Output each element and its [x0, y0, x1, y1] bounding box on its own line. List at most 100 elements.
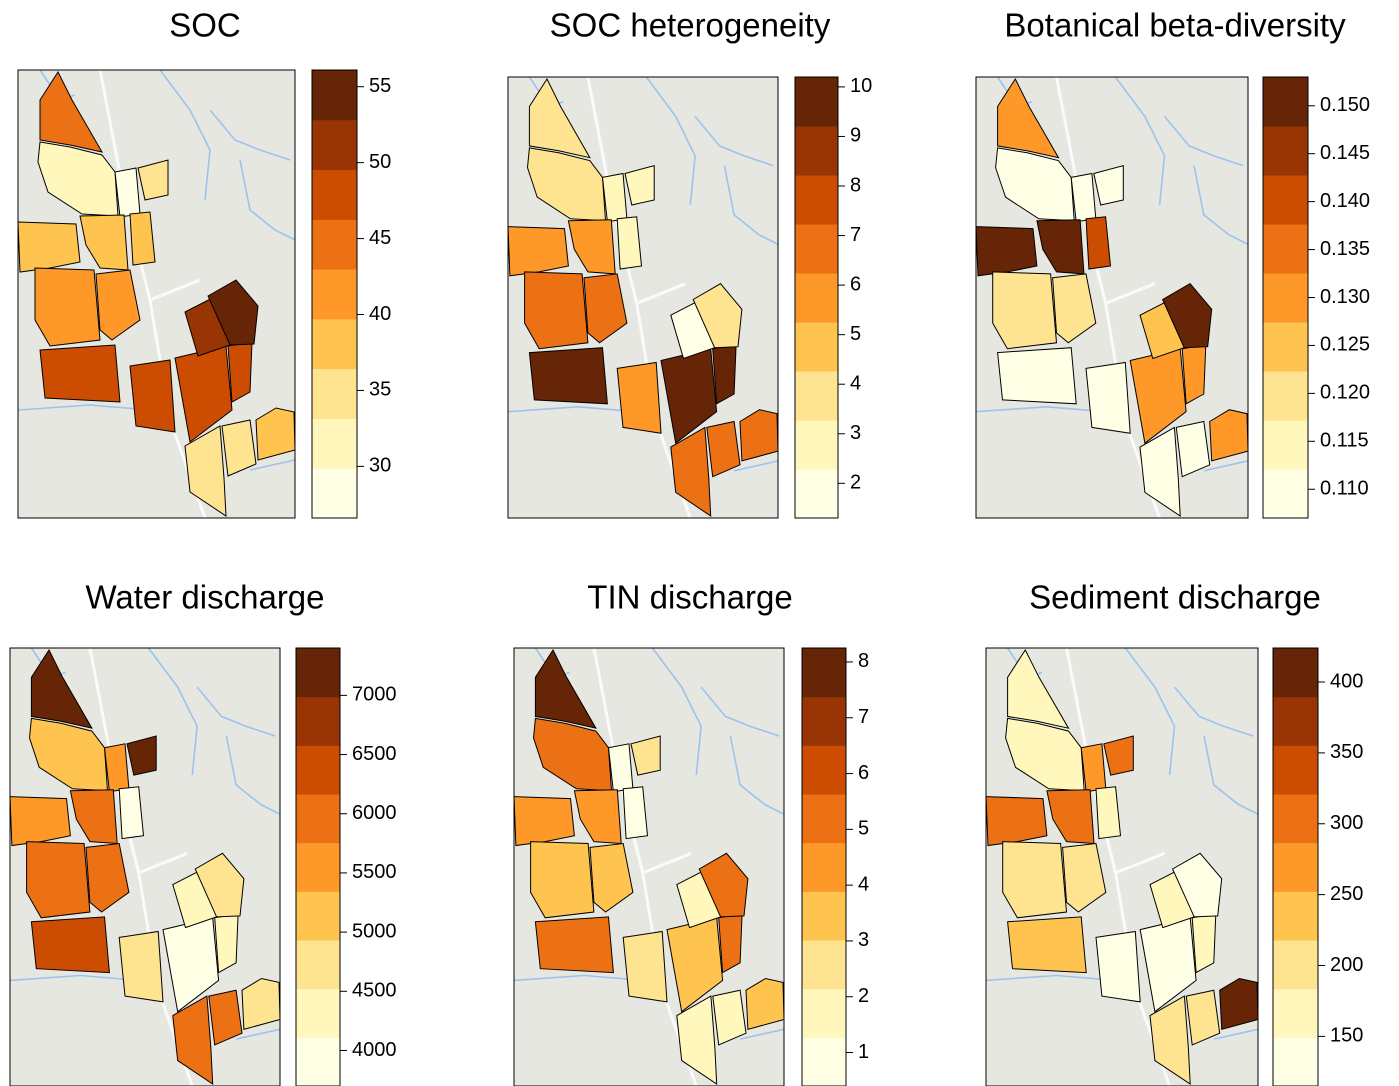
tick-label: 2	[850, 472, 861, 494]
tick-label: 6000	[352, 802, 397, 824]
colorbar-bin	[1263, 77, 1308, 127]
tick-label: 3	[858, 929, 869, 951]
field	[617, 363, 661, 434]
tick-label: 5500	[352, 861, 397, 883]
colorbar-bin	[1263, 371, 1308, 421]
field	[1071, 174, 1096, 222]
field	[998, 348, 1077, 404]
tick-label: 30	[369, 455, 391, 477]
colorbar-bin	[296, 989, 340, 1038]
field	[603, 174, 627, 222]
tick-label: 150	[1330, 1025, 1363, 1047]
figure: SOC303540455055SOC heterogeneity23456789…	[0, 0, 1399, 1086]
field	[31, 917, 109, 973]
field	[130, 360, 175, 432]
tick-label: 50	[369, 151, 391, 173]
colorbar-bin	[802, 1037, 846, 1086]
tick-label: 5000	[352, 920, 397, 942]
field	[719, 914, 742, 973]
colorbar-bin	[1273, 794, 1318, 843]
tick-label: 7000	[352, 684, 397, 706]
field	[1096, 932, 1140, 1002]
colorbar-bin	[802, 697, 846, 746]
field	[535, 917, 613, 973]
colorbar-bin	[795, 371, 838, 421]
colorbar-bin	[312, 468, 357, 518]
tick-label: 0.120	[1320, 382, 1370, 404]
field	[617, 217, 641, 269]
field	[130, 212, 155, 265]
tick-label: 6500	[352, 743, 397, 765]
tick-label: 4000	[352, 1039, 397, 1061]
tick-label: 45	[369, 227, 391, 249]
tick-label: 6	[858, 762, 869, 784]
field	[1086, 217, 1111, 269]
panel-title: SOC	[169, 7, 241, 44]
tick-label: 0.130	[1320, 286, 1370, 308]
colorbar-bin	[802, 940, 846, 989]
tick-label: 300	[1330, 812, 1363, 834]
field	[215, 914, 238, 973]
tick-label: 0.145	[1320, 142, 1370, 164]
tick-label: 55	[369, 75, 391, 97]
field	[993, 272, 1057, 349]
field	[40, 345, 120, 402]
field	[1086, 363, 1130, 434]
panel-title: SOC heterogeneity	[550, 7, 831, 44]
field	[1096, 787, 1121, 839]
tick-label: 0.135	[1320, 238, 1370, 260]
tick-label: 0.110	[1320, 478, 1369, 500]
field	[119, 787, 143, 839]
tick-label: 35	[369, 379, 391, 401]
tick-label: 1	[858, 1041, 869, 1063]
colorbar-bin	[802, 843, 846, 892]
colorbar-bin	[312, 369, 357, 419]
field	[1003, 842, 1067, 918]
colorbar-bin	[1273, 843, 1318, 892]
colorbar-bin	[795, 175, 838, 225]
panel-title: Botanical beta-diversity	[1004, 7, 1346, 44]
tick-label: 350	[1330, 741, 1363, 763]
colorbar-bin	[1263, 322, 1308, 372]
field	[119, 932, 163, 1002]
tick-label: 10	[850, 75, 872, 97]
page: {"chart_data": [ {"type": "map", "title"…	[0, 0, 1399, 1086]
field	[27, 842, 90, 918]
tick-label: 0.150	[1320, 94, 1370, 116]
colorbar-bin	[1263, 126, 1308, 176]
tick-label: 4	[850, 372, 861, 394]
tick-label: 0.140	[1320, 190, 1370, 212]
tick-label: 200	[1330, 954, 1363, 976]
colorbar-bin	[795, 273, 838, 323]
colorbar-bin	[296, 648, 340, 697]
field	[623, 787, 647, 839]
tick-label: 6	[850, 273, 861, 295]
colorbar-bin	[296, 1037, 340, 1086]
colorbar-bin	[1273, 891, 1318, 940]
field	[1182, 345, 1206, 404]
colorbar-bin	[802, 648, 846, 697]
colorbar-bin	[795, 420, 838, 470]
colorbar-bin	[312, 269, 357, 319]
colorbar-bin	[312, 120, 357, 170]
tick-label: 3	[850, 422, 861, 444]
colorbar-bin	[296, 940, 340, 989]
colorbar-bin	[1273, 940, 1318, 989]
tick-label: 4500	[352, 980, 397, 1002]
colorbar-bin	[802, 891, 846, 940]
field	[529, 348, 607, 404]
tick-label: 5	[850, 323, 861, 345]
colorbar-bin	[1263, 224, 1308, 274]
colorbar-bin	[802, 989, 846, 1038]
field	[35, 268, 100, 346]
colorbar-bin	[802, 794, 846, 843]
colorbar-bin	[1273, 745, 1318, 794]
field	[105, 744, 129, 792]
colorbar-bin	[1273, 1037, 1318, 1086]
colorbar-bin	[802, 745, 846, 794]
tick-label: 8	[858, 650, 869, 672]
tick-label: 5	[858, 818, 869, 840]
tick-label: 0.115	[1320, 430, 1369, 452]
panel-title: Water discharge	[85, 579, 324, 616]
tick-label: 250	[1330, 883, 1363, 905]
